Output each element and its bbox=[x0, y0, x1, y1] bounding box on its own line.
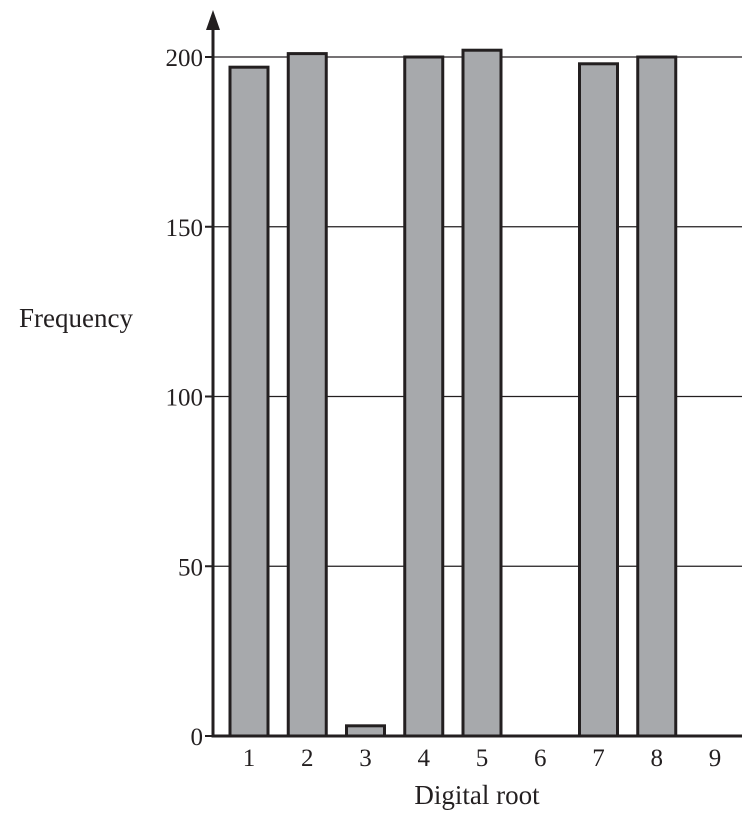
x-tick-label-6: 6 bbox=[534, 745, 547, 772]
x-tick-label-4: 4 bbox=[418, 745, 431, 772]
bars bbox=[228, 48, 678, 738]
x-axis-label: Digital root bbox=[414, 780, 540, 810]
y-tick-label-100: 100 bbox=[166, 385, 204, 412]
bar-8 bbox=[636, 55, 678, 738]
x-tick-label-3: 3 bbox=[359, 745, 372, 772]
y-tick-label-0: 0 bbox=[191, 724, 204, 751]
bar-3 bbox=[345, 724, 386, 738]
bar-1 bbox=[228, 65, 270, 738]
y-tick-labels: 0 50 100 150 200 bbox=[166, 45, 213, 751]
y-tick-label-50: 50 bbox=[178, 554, 203, 581]
bar-7 bbox=[578, 62, 619, 738]
x-tick-labels: 1 2 3 4 5 6 7 8 9 bbox=[243, 745, 722, 772]
x-tick-label-9: 9 bbox=[709, 745, 722, 772]
y-axis-arrowhead bbox=[206, 10, 220, 30]
y-tick-label-200: 200 bbox=[166, 45, 204, 72]
axes bbox=[206, 10, 742, 738]
x-tick-label-7: 7 bbox=[592, 745, 605, 772]
x-tick-label-1: 1 bbox=[243, 745, 256, 772]
bar-4 bbox=[403, 55, 445, 738]
y-axis-label: Frequency bbox=[19, 303, 133, 333]
x-tick-label-5: 5 bbox=[476, 745, 489, 772]
x-tick-label-2: 2 bbox=[301, 745, 314, 772]
x-tick-label-8: 8 bbox=[651, 745, 664, 772]
bar-5 bbox=[461, 48, 503, 738]
bar-2 bbox=[286, 52, 328, 738]
y-tick-label-150: 150 bbox=[166, 215, 204, 242]
